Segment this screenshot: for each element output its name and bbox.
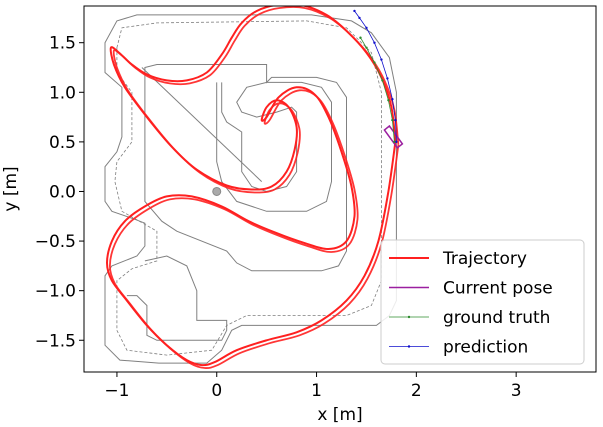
series-point-ground-truth	[359, 36, 362, 39]
series-line-prediction	[354, 10, 397, 142]
series-point-prediction	[394, 118, 397, 122]
series-line-current-pose	[383, 124, 404, 149]
track-boundary-inner-island	[216, 81, 332, 212]
track-centerline	[114, 20, 382, 356]
track-boundary-lower-pocket	[126, 255, 228, 341]
legend: Trajectory Current pose ground truth predic…	[380, 239, 585, 365]
y-tick-label: −1.0	[35, 282, 76, 302]
series-point-prediction	[358, 16, 361, 20]
y-tick-label: 1.5	[49, 34, 76, 54]
legend-box	[380, 239, 585, 365]
series-point-ground-truth	[393, 140, 396, 144]
x-tick-label: 2	[411, 381, 422, 401]
series-point-prediction	[373, 41, 376, 44]
track-boundary-outer	[104, 14, 397, 364]
x-tick-label: 1	[311, 381, 322, 401]
series-line-trajectory	[105, 6, 397, 367]
legend-swatch-dot	[407, 345, 411, 348]
legend-swatch-dot	[407, 315, 411, 319]
x-tick-label: 3	[511, 381, 522, 401]
y-axis-ticks: −1.5 −1.0 −0.5 0.0 0.5 1.0 1.5	[35, 34, 84, 351]
series-point-ground-truth	[387, 99, 390, 102]
series-point-ground-truth	[373, 61, 376, 64]
series-lines	[105, 6, 404, 369]
legend-label: Current pose	[443, 279, 553, 299]
race-track	[104, 14, 397, 364]
x-tick-label: −1	[104, 381, 129, 401]
x-tick-label: 0	[211, 381, 222, 401]
series-point-prediction	[386, 77, 389, 80]
legend-label: Trajectory	[442, 249, 527, 269]
series-point-prediction	[395, 140, 398, 144]
x-axis-label: x [m]	[317, 405, 362, 425]
series-line-trajectory-lap2	[108, 6, 400, 369]
y-tick-label: 0.5	[49, 133, 76, 153]
series-point-prediction	[365, 26, 368, 30]
series-point-prediction	[391, 98, 394, 101]
y-tick-label: −0.5	[35, 232, 76, 252]
series-point-prediction	[380, 58, 383, 61]
y-tick-label: 0.0	[49, 182, 76, 202]
start-marker	[212, 186, 222, 196]
series-point-ground-truth	[365, 46, 368, 49]
legend-label: prediction	[443, 338, 528, 358]
series-point-prediction	[353, 9, 356, 13]
x-axis-ticks: −1 0 1 2 3	[104, 372, 522, 401]
y-tick-label: 1.0	[49, 83, 76, 103]
y-tick-label: −1.5	[35, 331, 76, 351]
legend-label: ground truth	[443, 308, 550, 328]
y-axis-label: y [m]	[1, 166, 21, 211]
series-point-ground-truth	[391, 118, 394, 122]
series-point-ground-truth	[381, 79, 384, 82]
axes-frame	[83, 5, 597, 373]
track-boundary-chicane	[141, 67, 263, 182]
